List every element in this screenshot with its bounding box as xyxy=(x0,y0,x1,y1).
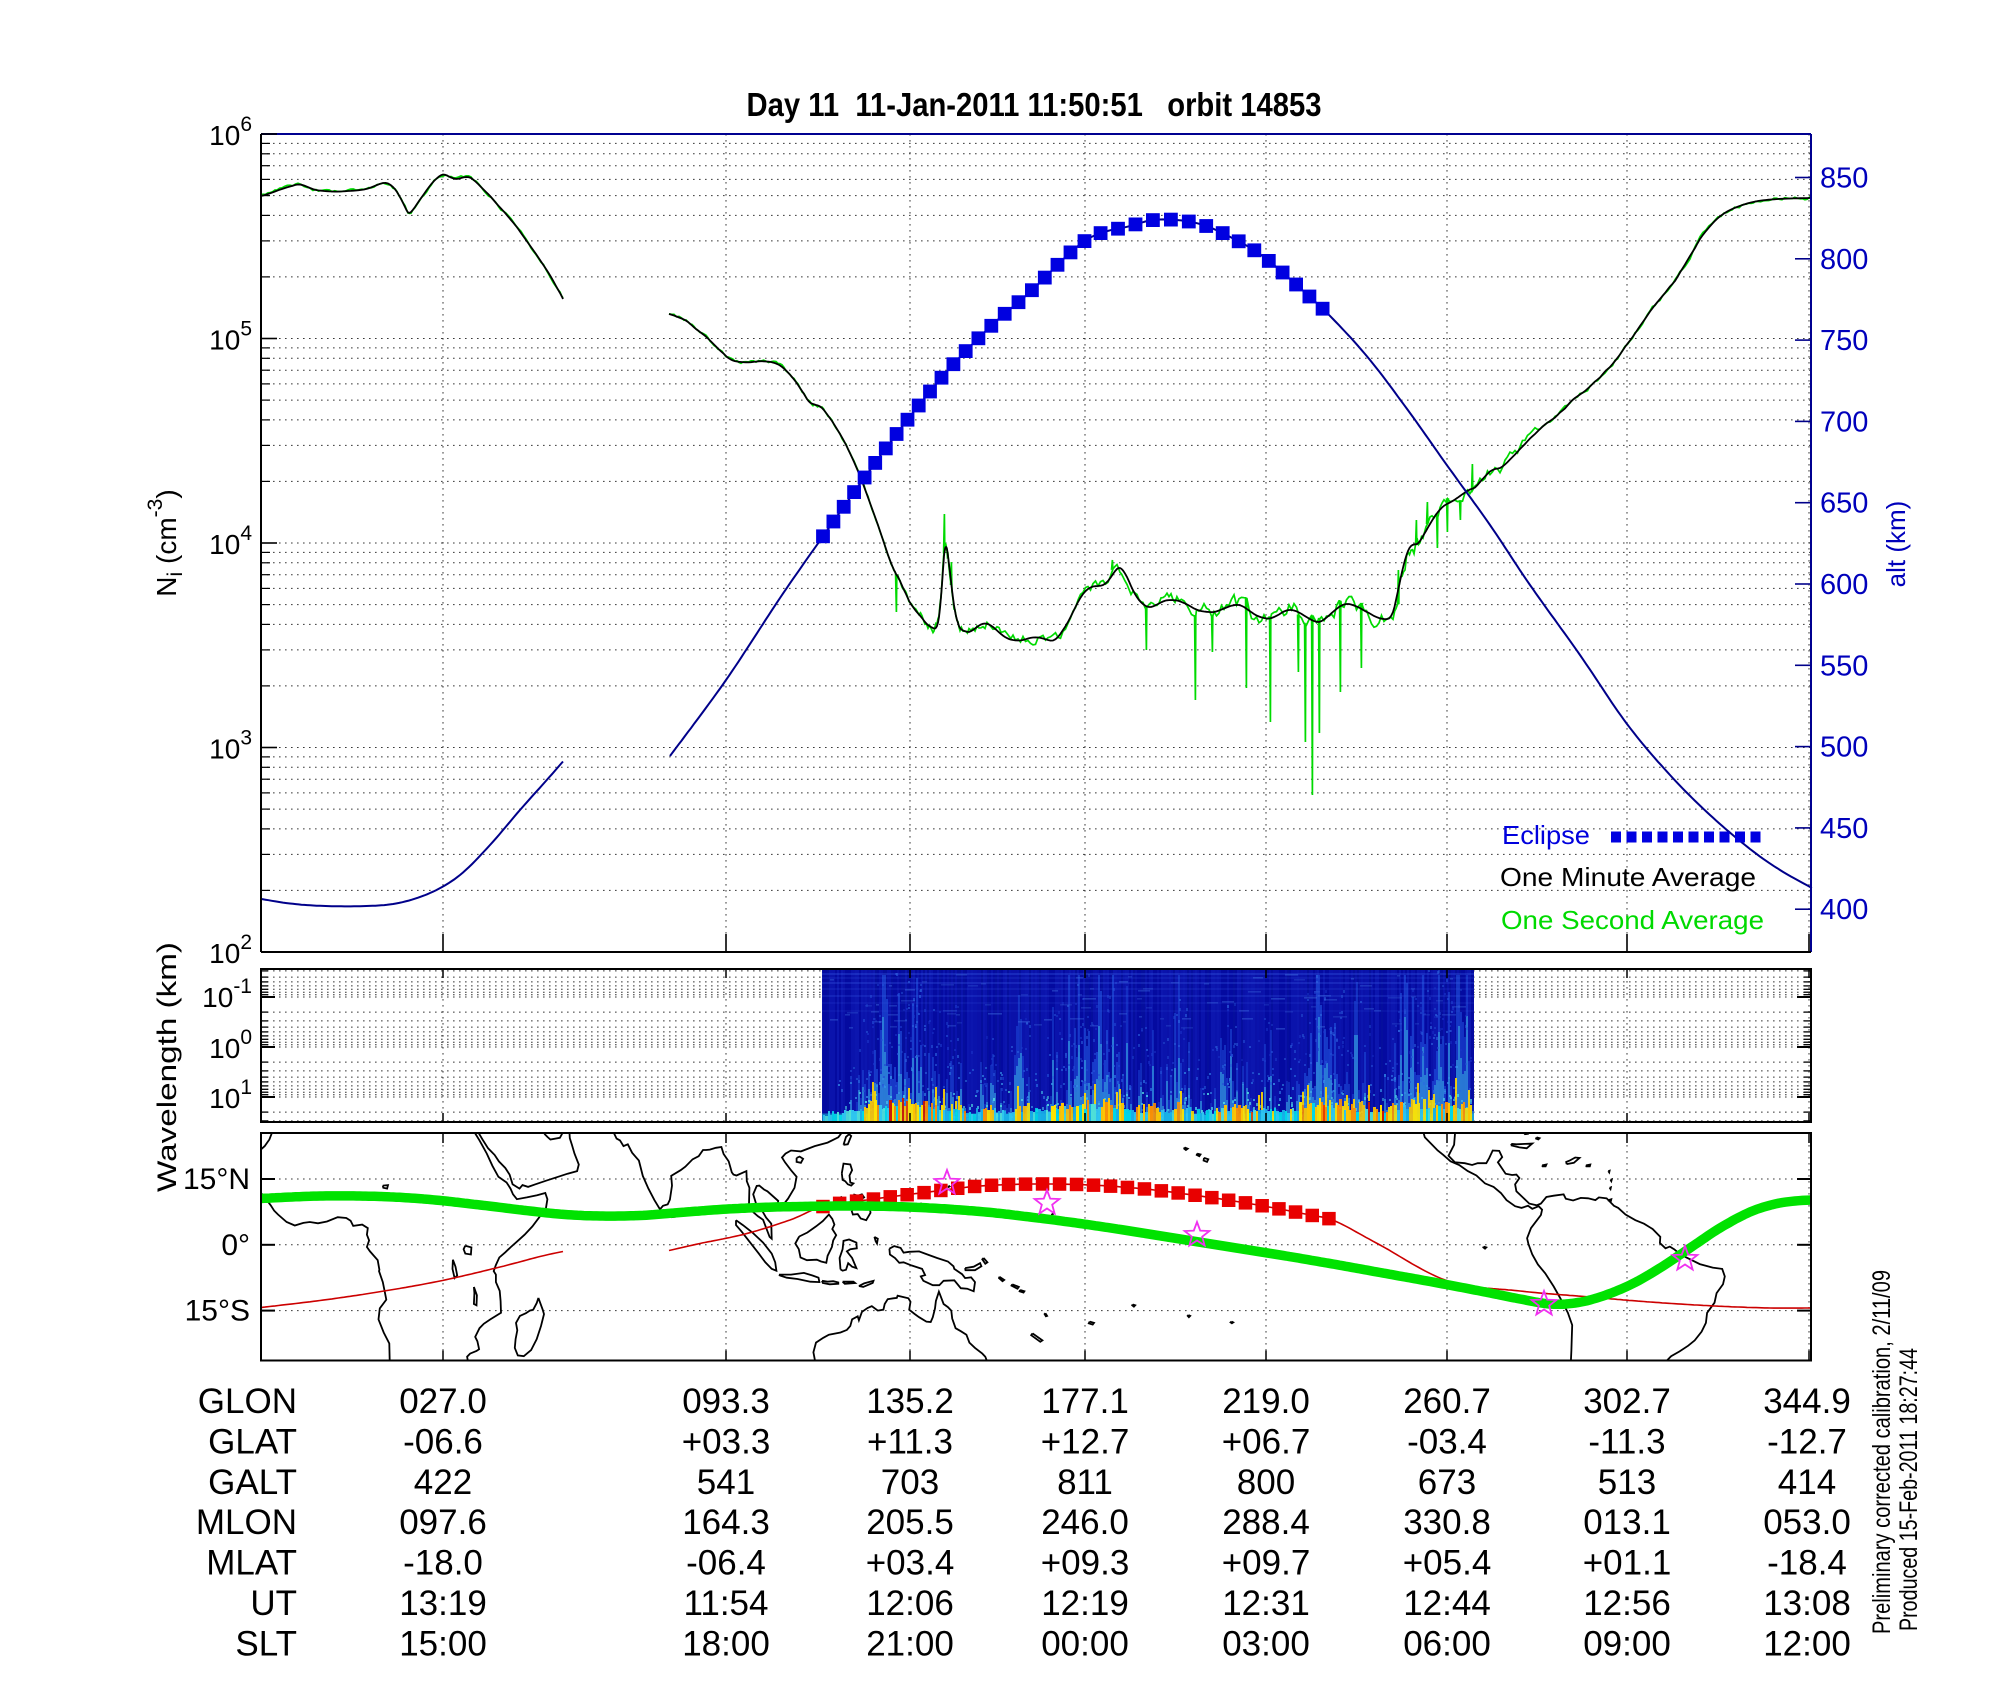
svg-text:500: 500 xyxy=(1820,732,1868,764)
svg-text:Day 11 11-Jan-2011 11:50:51: Day 11 11-Jan-2011 11:50:51 orbit 14853 xyxy=(747,86,1322,123)
svg-text:700: 700 xyxy=(1820,406,1868,438)
svg-text:Produced 15-Feb-2011 18:27:44: Produced 15-Feb-2011 18:27:44 xyxy=(1895,1348,1923,1631)
svg-text:-06.4: -06.4 xyxy=(686,1544,766,1583)
svg-text:15°S: 15°S xyxy=(185,1295,250,1328)
svg-text:850: 850 xyxy=(1820,163,1868,195)
svg-text:15:00: 15:00 xyxy=(399,1624,487,1663)
svg-text:+03.3: +03.3 xyxy=(682,1422,771,1461)
svg-text:219.0: 219.0 xyxy=(1222,1382,1310,1421)
svg-text:177.1: 177.1 xyxy=(1041,1382,1129,1421)
svg-text:650: 650 xyxy=(1820,488,1868,520)
svg-text:+09.7: +09.7 xyxy=(1222,1544,1311,1583)
svg-text:0°: 0° xyxy=(221,1229,250,1262)
svg-text:Preliminary corrected calibrat: Preliminary corrected calibration, 2/11/… xyxy=(1868,1270,1896,1634)
svg-text:-11.3: -11.3 xyxy=(1588,1422,1665,1461)
svg-text:11:54: 11:54 xyxy=(684,1584,769,1623)
svg-text:330.8: 330.8 xyxy=(1403,1503,1491,1542)
svg-text:344.9: 344.9 xyxy=(1763,1382,1851,1421)
svg-text:104: 104 xyxy=(209,522,252,560)
svg-text:164.3: 164.3 xyxy=(682,1503,770,1542)
svg-text:-18.0: -18.0 xyxy=(403,1544,483,1583)
svg-text:+06.7: +06.7 xyxy=(1222,1422,1311,1461)
svg-text:GLON: GLON xyxy=(198,1382,297,1421)
svg-text:12:44: 12:44 xyxy=(1403,1584,1491,1623)
svg-text:246.0: 246.0 xyxy=(1041,1503,1129,1542)
svg-text:027.0: 027.0 xyxy=(399,1382,487,1421)
svg-text:13:08: 13:08 xyxy=(1763,1584,1851,1623)
svg-text:053.0: 053.0 xyxy=(1763,1503,1851,1542)
svg-text:205.5: 205.5 xyxy=(866,1503,954,1542)
svg-text:800: 800 xyxy=(1820,244,1868,276)
svg-text:+12.7: +12.7 xyxy=(1041,1422,1130,1461)
svg-text:13:19: 13:19 xyxy=(399,1584,487,1623)
svg-text:414: 414 xyxy=(1778,1463,1836,1502)
svg-text:12:19: 12:19 xyxy=(1041,1584,1129,1623)
svg-text:750: 750 xyxy=(1820,325,1868,357)
svg-text:093.3: 093.3 xyxy=(682,1382,770,1421)
svg-text:-06.6: -06.6 xyxy=(403,1422,483,1461)
svg-text:541: 541 xyxy=(697,1463,755,1502)
svg-text:18:00: 18:00 xyxy=(682,1624,770,1663)
svg-text:+11.3: +11.3 xyxy=(867,1422,953,1461)
svg-text:-03.4: -03.4 xyxy=(1407,1422,1487,1461)
svg-text:12:06: 12:06 xyxy=(866,1584,954,1623)
svg-text:550: 550 xyxy=(1820,650,1868,682)
svg-text:12:00: 12:00 xyxy=(1763,1624,1851,1663)
svg-text:703: 703 xyxy=(881,1463,939,1502)
svg-text:673: 673 xyxy=(1418,1463,1476,1502)
svg-text:135.2: 135.2 xyxy=(866,1382,954,1421)
svg-text:800: 800 xyxy=(1237,1463,1295,1502)
svg-text:03:00: 03:00 xyxy=(1222,1624,1310,1663)
svg-text:302.7: 302.7 xyxy=(1583,1382,1671,1421)
svg-text:+09.3: +09.3 xyxy=(1041,1544,1130,1583)
svg-text:013.1: 013.1 xyxy=(1583,1503,1671,1542)
svg-text:513: 513 xyxy=(1598,1463,1656,1502)
svg-text:260.7: 260.7 xyxy=(1403,1382,1491,1421)
svg-text:alt (km): alt (km) xyxy=(1881,501,1911,588)
svg-text:21:00: 21:00 xyxy=(866,1624,954,1663)
svg-text:UT: UT xyxy=(250,1584,297,1623)
svg-text:15°N: 15°N xyxy=(183,1163,250,1196)
svg-text:12:31: 12:31 xyxy=(1222,1584,1310,1623)
svg-text:One Second Average: One Second Average xyxy=(1501,905,1764,935)
svg-text:288.4: 288.4 xyxy=(1222,1503,1310,1542)
svg-text:-18.4: -18.4 xyxy=(1767,1544,1847,1583)
svg-text:00:00: 00:00 xyxy=(1041,1624,1129,1663)
svg-text:SLT: SLT xyxy=(235,1624,297,1663)
svg-text:Wavelength (km): Wavelength (km) xyxy=(152,942,182,1192)
svg-text:450: 450 xyxy=(1820,813,1868,845)
svg-text:-12.7: -12.7 xyxy=(1767,1422,1847,1461)
svg-text:097.6: 097.6 xyxy=(399,1503,487,1542)
svg-text:GLAT: GLAT xyxy=(208,1422,297,1461)
svg-text:Eclipse: Eclipse xyxy=(1502,820,1590,850)
svg-text:600: 600 xyxy=(1820,569,1868,601)
svg-text:101: 101 xyxy=(209,1076,252,1114)
svg-text:12:56: 12:56 xyxy=(1583,1584,1671,1623)
svg-text:MLAT: MLAT xyxy=(206,1544,297,1583)
svg-text:811: 811 xyxy=(1057,1463,1113,1502)
svg-text:400: 400 xyxy=(1820,894,1868,926)
svg-text:MLON: MLON xyxy=(196,1503,297,1542)
svg-text:06:00: 06:00 xyxy=(1403,1624,1491,1663)
svg-text:+05.4: +05.4 xyxy=(1403,1544,1492,1583)
svg-text:+03.4: +03.4 xyxy=(866,1544,955,1583)
svg-text:422: 422 xyxy=(414,1463,472,1502)
svg-text:+01.1: +01.1 xyxy=(1583,1544,1672,1583)
svg-text:09:00: 09:00 xyxy=(1583,1624,1671,1663)
svg-text:GALT: GALT xyxy=(208,1463,297,1502)
svg-text:One Minute Average: One Minute Average xyxy=(1500,862,1756,892)
